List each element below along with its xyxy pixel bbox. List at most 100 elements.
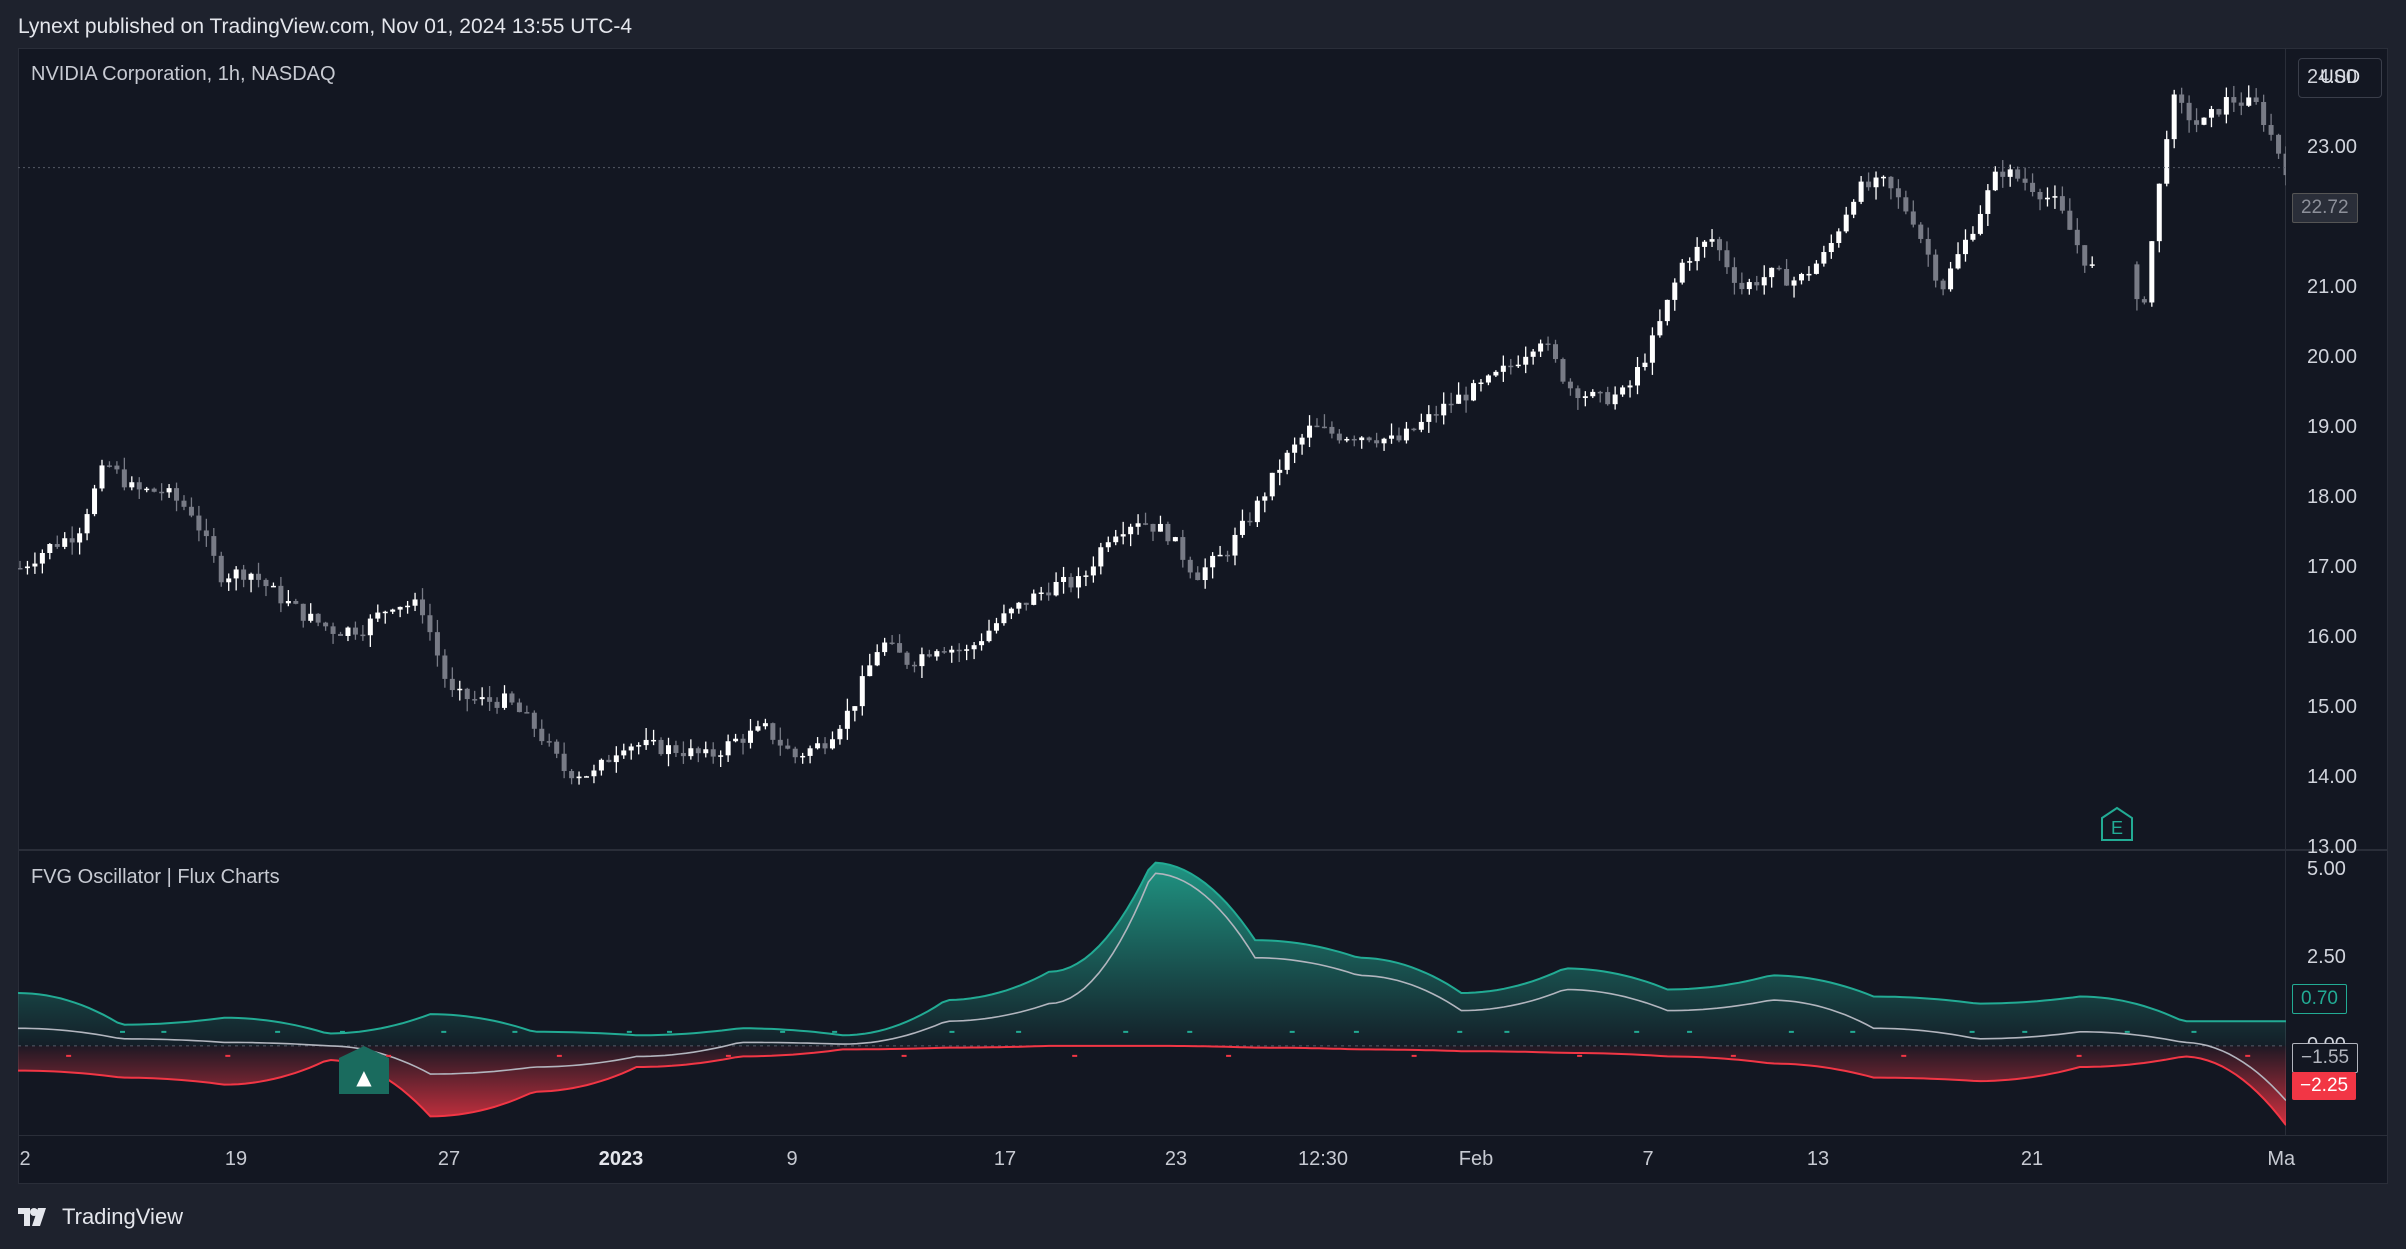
candle: [18, 560, 23, 570]
candle: [1284, 450, 1290, 475]
time-tick: 9: [786, 1148, 798, 1170]
candle: [1023, 602, 1029, 611]
currency-button[interactable]: USD: [2298, 58, 2382, 98]
candle: [1664, 299, 1670, 326]
candle: [1642, 353, 1648, 371]
candle: [382, 610, 388, 624]
candle: [54, 535, 60, 549]
candle: [2030, 173, 2036, 197]
time-tick: 2023: [598, 1148, 644, 1170]
candle: [740, 733, 746, 755]
candle: [1918, 222, 1924, 244]
candle: [1120, 521, 1126, 545]
candle: [1530, 348, 1536, 365]
candle: [1344, 436, 1350, 443]
candle: [1977, 205, 1983, 236]
candle: [539, 719, 545, 745]
candle: [1061, 566, 1067, 594]
candle: [956, 643, 962, 663]
candle: [1769, 267, 1775, 288]
candle: [1411, 427, 1417, 432]
candle: [39, 549, 45, 574]
candle: [986, 619, 992, 643]
time-tick: 13: [1806, 1148, 1830, 1170]
candle: [658, 737, 664, 756]
candle: [315, 613, 321, 627]
pane-divider[interactable]: [18, 849, 2388, 851]
candle: [531, 710, 537, 738]
time-axis-divider: [18, 1135, 2388, 1136]
candle: [1478, 379, 1484, 392]
candle: [1970, 226, 1976, 242]
candle: [464, 687, 470, 712]
candle: [725, 734, 731, 762]
candle: [1269, 472, 1275, 501]
candle: [1418, 413, 1424, 433]
candle: [330, 622, 336, 644]
candle: [1448, 392, 1454, 413]
candle: [1657, 309, 1663, 338]
candle: [1791, 276, 1797, 298]
oscillator-title: FVG Oscillator | Flux Charts: [31, 866, 280, 888]
candle: [777, 727, 783, 756]
candle: [1858, 176, 1864, 205]
candle: [1053, 572, 1059, 597]
candle: [1582, 391, 1588, 407]
footer-brand[interactable]: TradingView: [18, 1202, 183, 1232]
candle: [762, 718, 768, 730]
price-tick: 17.00: [2307, 556, 2358, 578]
candle: [1001, 604, 1007, 626]
candle: [2164, 130, 2170, 187]
candle: [502, 685, 508, 710]
candle: [1389, 423, 1395, 444]
candle: [1649, 327, 1655, 375]
candle: [1597, 390, 1603, 403]
candle: [1336, 429, 1342, 444]
candle: [1717, 236, 1722, 261]
candle: [2208, 105, 2214, 128]
candle: [829, 731, 835, 750]
tradingview-logo-icon: [18, 1208, 46, 1226]
candle: [233, 566, 239, 591]
candle: [1225, 550, 1231, 562]
candle: [256, 562, 262, 588]
brand-label: TradingView: [62, 1204, 184, 1229]
time-tick: 27: [437, 1148, 461, 1170]
price-chart[interactable]: [18, 50, 2286, 848]
bull-line: [18, 861, 2286, 1037]
candle: [636, 742, 642, 755]
candle: [688, 739, 694, 760]
candle: [360, 625, 366, 641]
candle: [1962, 229, 1968, 262]
earnings-marker[interactable]: E: [2100, 806, 2134, 842]
bear-area: [18, 1045, 2286, 1126]
candle: [2089, 256, 2095, 269]
candle: [1873, 171, 1879, 200]
candle: [2022, 167, 2028, 191]
candle: [1560, 357, 1566, 384]
price-tick: 19.00: [2307, 416, 2358, 438]
candle: [375, 604, 381, 622]
candle: [1724, 241, 1730, 274]
candle: [69, 526, 75, 555]
price-tick: 14.00: [2307, 766, 2358, 788]
candle: [606, 754, 612, 763]
candle: [1403, 421, 1409, 444]
publisher-header: Lynext published on TradingView.com, Nov…: [18, 15, 633, 38]
candle: [2037, 188, 2043, 211]
candle: [2044, 187, 2050, 207]
candle: [196, 505, 202, 542]
time-tick: 12:30: [1297, 1148, 1349, 1170]
candle: [270, 582, 276, 588]
price-tick: 16.00: [2307, 626, 2358, 648]
oscillator-chart[interactable]: [18, 852, 2286, 1134]
candle: [2201, 117, 2207, 126]
candle: [114, 461, 120, 474]
candle: [554, 739, 560, 759]
candle: [613, 746, 619, 773]
candle: [949, 645, 955, 663]
candle: [1105, 536, 1111, 553]
candle: [1366, 436, 1372, 443]
candle: [174, 482, 180, 512]
bullish-signal-marker[interactable]: ▲: [337, 1046, 391, 1096]
